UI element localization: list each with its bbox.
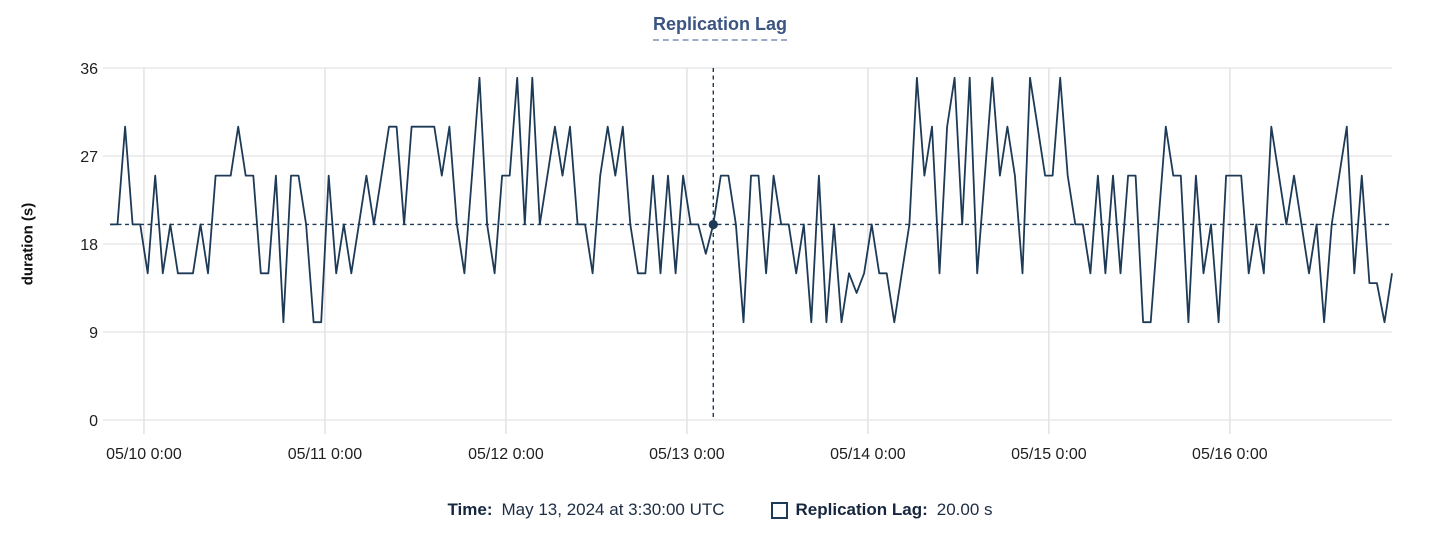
series-value: 20.00 s bbox=[936, 500, 993, 519]
series-swatch-icon bbox=[770, 501, 788, 519]
y-axis-label: duration (s) bbox=[19, 202, 37, 286]
time-value: May 13, 2024 at 3:30:00 UTC bbox=[501, 500, 725, 519]
chart-header: Replication Lag bbox=[0, 14, 1440, 41]
legend-item-replication-lag[interactable]: Replication Lag: 20.00 s bbox=[770, 500, 993, 520]
chart-title[interactable]: Replication Lag bbox=[652, 14, 787, 41]
replication-lag-chart[interactable]: 0 9 18 27 36 05/10 0:00 05/11 0:00 05/12 0:00 05… bbox=[0, 0, 1440, 472]
y-tick-label: 0 bbox=[89, 413, 98, 430]
replication-lag-line bbox=[110, 76, 1393, 324]
y-tick-label: 9 bbox=[89, 325, 98, 342]
x-tick-label: 05/11 0:00 bbox=[288, 446, 363, 463]
x-tick-label: 05/14 0:00 bbox=[830, 446, 906, 463]
hover-tooltip-bar: Time: May 13, 2024 at 3:30:00 UTC Replic… bbox=[0, 500, 1440, 520]
series-label: Replication Lag: bbox=[795, 500, 928, 519]
x-tick-label: 05/15 0:00 bbox=[1011, 446, 1087, 463]
crosshair-point bbox=[708, 219, 718, 230]
y-tick-label: 36 bbox=[80, 61, 98, 78]
x-tick-label: 05/13 0:00 bbox=[649, 446, 725, 463]
time-label: Time: bbox=[447, 500, 493, 519]
x-tick-label: 05/12 0:00 bbox=[468, 446, 544, 463]
y-tick-label: 27 bbox=[80, 149, 98, 166]
y-tick-label: 18 bbox=[80, 237, 98, 254]
x-tick-label: 05/10 0:00 bbox=[106, 446, 182, 463]
x-tick-label: 05/16 0:00 bbox=[1192, 446, 1268, 463]
